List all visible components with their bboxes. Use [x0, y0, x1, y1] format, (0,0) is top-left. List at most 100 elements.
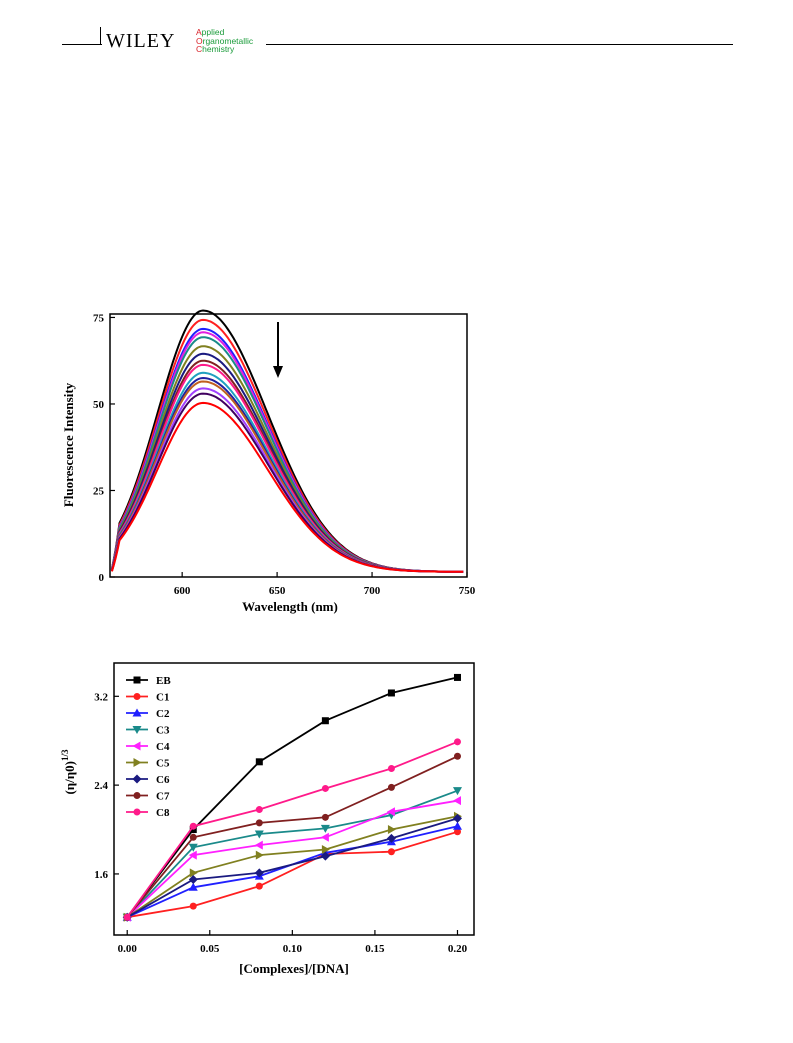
fluorescence-axes-frame [109, 313, 468, 578]
legend-marker-eb [133, 676, 141, 684]
legend-marker-c7 [133, 792, 141, 799]
data-point-c7 [321, 813, 329, 821]
series-line-eb [126, 676, 458, 918]
fluorescence-chart: 600 650 700 750 0 25 50 75 Wavelength (nm) Fluo… [61, 309, 476, 614]
series-line-c4 [126, 799, 458, 918]
data-point-c6 [452, 813, 462, 823]
header-rule-right [266, 44, 733, 45]
journal-line-3: Chemistry [196, 44, 235, 54]
journal-line-2: Organometallic [196, 35, 254, 46]
viscosity-xlabel: [Complexes]/[DNA] [239, 961, 349, 976]
legend-label-c2: C2 [156, 708, 170, 720]
data-point-c4 [254, 840, 263, 850]
legend-marker-c6 [132, 774, 142, 784]
header-tick [100, 27, 101, 44]
data-point-c2 [188, 882, 198, 891]
publisher-logo: WILEY [106, 30, 176, 52]
viscosity-ticks: 0.00 0.05 0.10 0.15 0.20 1.6 2.4 3.2 [94, 691, 467, 955]
y-tick-label: 75 [93, 312, 105, 324]
data-point-c8 [189, 822, 197, 830]
data-point-c6 [320, 851, 330, 861]
legend-marker-c8 [133, 808, 141, 816]
x-tick-label: 0.20 [448, 943, 468, 955]
series-c2 [122, 821, 462, 921]
legend-marker-c1 [133, 693, 141, 700]
data-point-c8 [321, 784, 329, 792]
data-point-c8 [255, 806, 263, 814]
data-point-eb [255, 758, 263, 766]
viscosity-chart: 0.00 0.05 0.10 0.15 0.20 1.6 2.4 3.2 EB C1 C2 C3 C4… [60, 662, 475, 976]
data-point-c5 [189, 868, 198, 878]
series-line-c6 [126, 817, 458, 918]
y-tick-label: 50 [93, 399, 105, 411]
fluorescence-ticks: 600 650 700 750 0 25 50 75 [93, 312, 476, 597]
series-line-c5 [126, 815, 458, 918]
legend-label-c3: C3 [156, 725, 170, 737]
journal-name: Applied Organometallic Chemistry [196, 28, 253, 54]
spectrum-line-15 [110, 401, 464, 573]
data-point-c7 [453, 752, 461, 760]
x-tick-label: 600 [174, 585, 191, 597]
spectrum-line-3 [110, 327, 464, 573]
y-tick-label: 25 [93, 485, 105, 497]
data-point-c1 [189, 902, 197, 910]
series-c4 [122, 796, 461, 922]
x-tick-label: 650 [269, 585, 286, 597]
data-point-c4 [188, 850, 197, 860]
data-point-c1 [453, 828, 461, 836]
legend-label-c6: C6 [156, 774, 170, 786]
series-line-c1 [127, 830, 458, 919]
legend-label-c5: C5 [156, 758, 170, 770]
legend-marker-c3 [132, 726, 142, 734]
series-line-c8 [126, 740, 458, 918]
legend-label-c7: C7 [156, 791, 170, 803]
data-point-c4 [320, 832, 329, 842]
legend-marker-c2 [132, 708, 142, 717]
data-point-c3 [254, 830, 264, 839]
data-point-c2 [452, 821, 462, 830]
y-tick-label: 2.4 [94, 780, 108, 792]
series-eb [123, 673, 461, 921]
y-tick-label: 1.6 [94, 869, 108, 881]
data-point-c8 [453, 738, 461, 746]
viscosity-axes-frame [113, 662, 475, 936]
data-point-c5 [255, 850, 264, 860]
data-point-eb [387, 689, 395, 697]
data-point-c7 [255, 819, 263, 827]
data-point-c6 [254, 868, 264, 878]
legend-label-c8: C8 [156, 807, 170, 819]
data-point-c7 [189, 833, 197, 841]
series-line-c3 [126, 789, 458, 918]
data-point-c6 [188, 874, 198, 884]
fluorescence-plot-area [110, 309, 464, 573]
data-point-c5 [321, 845, 330, 855]
y-tick-label: 0 [99, 572, 105, 584]
data-point-c4 [452, 796, 461, 806]
journal-line-1: Applied [196, 27, 225, 37]
viscosity-plot-area [122, 673, 462, 922]
data-point-c7 [387, 783, 395, 791]
x-tick-label: 0.00 [118, 943, 138, 955]
data-point-eb [453, 673, 461, 681]
data-point-c6 [386, 833, 396, 843]
x-tick-label: 0.10 [283, 943, 303, 955]
header-rule-left [62, 44, 102, 45]
x-tick-label: 750 [459, 585, 476, 597]
legend-label-c4: C4 [156, 741, 170, 753]
viscosity-ylabel: (η/η0)1/3 [60, 749, 77, 795]
legend-label-eb: EB [156, 675, 171, 687]
data-point-c1 [387, 848, 395, 856]
series-c8 [123, 738, 461, 921]
data-point-c3 [188, 843, 198, 852]
data-point-c8 [387, 764, 395, 772]
downward-arrow [273, 322, 283, 378]
x-tick-label: 700 [364, 585, 381, 597]
data-point-c8 [123, 913, 131, 921]
y-tick-label: 3.2 [94, 691, 108, 703]
series-line-c7 [126, 755, 458, 918]
x-tick-label: 0.15 [365, 943, 385, 955]
data-point-c5 [387, 825, 396, 835]
data-point-c3 [452, 787, 462, 796]
data-point-c4 [386, 807, 395, 817]
legend-label-c1: C1 [156, 692, 169, 704]
